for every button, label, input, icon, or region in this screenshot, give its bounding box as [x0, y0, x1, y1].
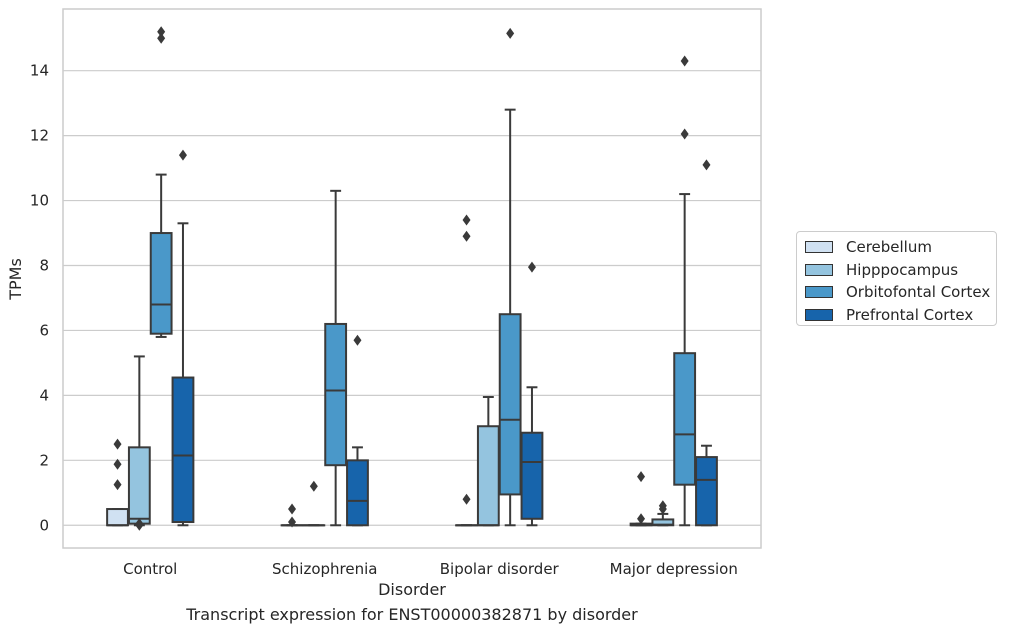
- outlier-point: [680, 128, 689, 140]
- y-tick-label: 14: [30, 62, 49, 80]
- y-axis-label: TPMs: [6, 258, 25, 301]
- box-group: [280, 503, 304, 528]
- outlier-point: [462, 230, 471, 242]
- box-group: [498, 27, 522, 527]
- x-tick-label: Schizophrenia: [272, 560, 377, 578]
- x-tick-label: Control: [123, 560, 177, 578]
- box-iqr: [520, 431, 544, 520]
- outlier-point: [658, 500, 667, 512]
- box-iqr: [171, 376, 195, 524]
- box-iqr: [106, 508, 129, 527]
- outlier-point: [527, 261, 536, 273]
- outlier-point: [288, 503, 297, 515]
- y-tick-label: 2: [39, 451, 49, 469]
- box-group: [171, 149, 195, 527]
- legend-item: Hipppocampus: [805, 259, 996, 282]
- x-tick-labels: Control Schizophrenia Bipolar disorder Majo…: [123, 560, 738, 578]
- y-tick-label: 12: [30, 127, 49, 145]
- box-group: [455, 214, 478, 527]
- outlier-point: [353, 334, 362, 346]
- outlier-point: [462, 493, 471, 505]
- outlier-point: [113, 458, 122, 470]
- box-group: [127, 355, 151, 531]
- outlier-point: [135, 518, 144, 530]
- legend-swatch: [805, 286, 833, 299]
- outlier-point: [288, 516, 297, 528]
- outlier-point: [637, 513, 646, 525]
- y-tick-label: 4: [39, 386, 49, 404]
- legend-item: Orbitofontal Cortex: [805, 281, 996, 304]
- box-iqr: [127, 446, 151, 525]
- outlier-point: [113, 479, 122, 491]
- legend-swatch: [805, 263, 833, 276]
- x-axis-label: Disorder: [378, 580, 446, 599]
- legend-swatch: [805, 241, 833, 254]
- x-tick-label: Major depression: [610, 560, 738, 578]
- outlier-point: [506, 27, 515, 39]
- box-group: [695, 159, 718, 527]
- outlier-point: [702, 159, 711, 171]
- outlier-point: [309, 480, 318, 492]
- y-tick-label: 8: [39, 257, 49, 275]
- box-group: [302, 480, 326, 527]
- legend-label: Orbitofontal Cortex: [846, 283, 991, 302]
- box-groups: [106, 26, 718, 531]
- box-group: [346, 334, 369, 527]
- outlier-point: [637, 471, 646, 483]
- legend-label: Hipppocampus: [846, 260, 959, 279]
- legend-item: Prefrontal Cortex: [805, 304, 996, 327]
- outlier-point: [113, 438, 122, 450]
- box-group: [149, 26, 173, 338]
- x-tick-label: Bipolar disorder: [440, 560, 560, 578]
- outlier-point: [462, 214, 471, 226]
- y-tick-labels: 0 2 4 6 8 10 12 14: [30, 62, 49, 535]
- plot-frame: [62, 8, 762, 549]
- box-group: [520, 261, 544, 527]
- box-group: [651, 500, 675, 527]
- box-group: [673, 55, 697, 527]
- legend-label: Cerebellum: [846, 238, 932, 257]
- box-iqr: [346, 459, 369, 527]
- outlier-point: [680, 55, 689, 67]
- y-tick-label: 10: [30, 192, 49, 210]
- outlier-point: [157, 26, 166, 38]
- chart-caption: Transcript expression for ENST0000038287…: [186, 605, 638, 624]
- box-group: [324, 189, 348, 527]
- box-group: [629, 471, 653, 527]
- box-iqr: [498, 313, 522, 496]
- y-tick-label: 0: [39, 516, 49, 534]
- box-iqr: [324, 322, 348, 467]
- box-iqr: [695, 456, 718, 527]
- legend-label: Prefrontal Cortex: [846, 305, 974, 324]
- box-group: [106, 438, 129, 527]
- box-iqr: [149, 232, 173, 335]
- outlier-point: [157, 32, 166, 44]
- legend-item: Cerebellum: [805, 236, 996, 259]
- legend: Cerebellum Hipppocampus Orbitofontal Cor…: [796, 231, 997, 326]
- box-iqr: [673, 352, 697, 486]
- box-iqr: [476, 425, 500, 527]
- legend-swatch: [805, 308, 833, 321]
- y-tick-label: 6: [39, 321, 49, 339]
- outlier-point: [178, 149, 187, 161]
- box-group: [476, 396, 500, 527]
